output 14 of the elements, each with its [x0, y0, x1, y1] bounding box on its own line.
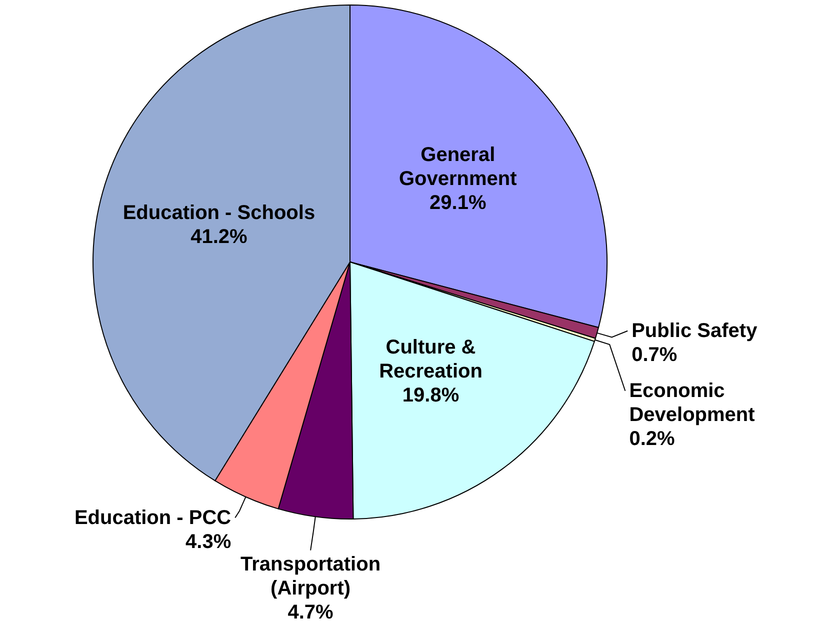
slice-label: Public Safety — [632, 320, 758, 342]
slice-label: General Government — [398, 144, 518, 190]
data-label: 41.2% — [190, 226, 248, 248]
data-label: 19.8% — [402, 384, 460, 407]
data-label: 4.7% — [288, 601, 334, 622]
data-label: 0.2% — [629, 428, 676, 450]
slice-label: Education - Schools — [122, 202, 316, 224]
slice-label: Education - PCC — [74, 506, 232, 529]
slice-label: Culture & Recreation — [379, 336, 482, 383]
slice-label: Economic Development — [629, 380, 756, 426]
data-label: 0.7% — [632, 344, 678, 366]
data-label: 29.1% — [430, 192, 486, 214]
slice-label: Transportation (Airport) — [240, 553, 381, 600]
data-label: 4.3% — [186, 530, 232, 553]
